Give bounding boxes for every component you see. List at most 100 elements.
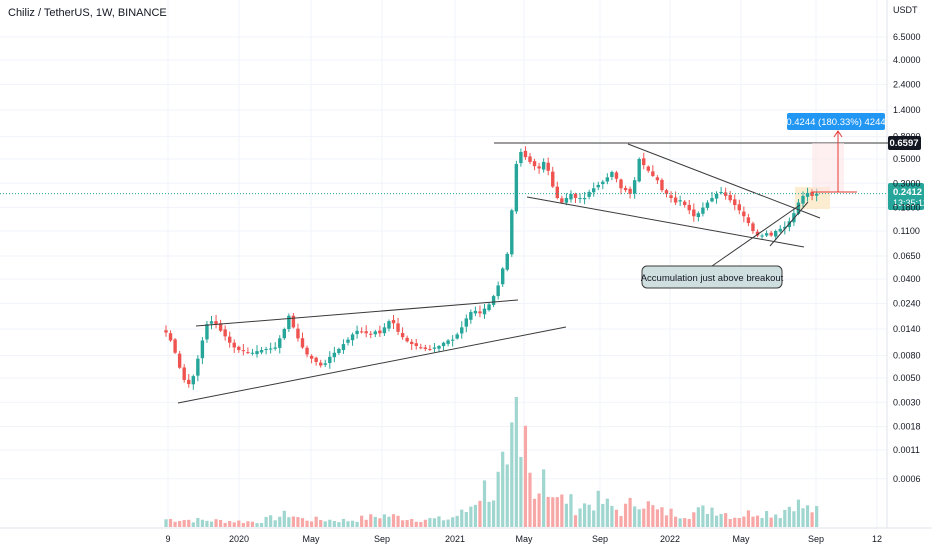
volume-bar [337,522,341,527]
candle-body [592,188,596,193]
volume-bar [542,469,546,527]
volume-bar [765,510,769,527]
ascending-resistance-line [195,299,519,327]
volume-bar [728,519,732,527]
candle-body [632,180,637,194]
volume-bar [724,513,728,527]
volume-bar [437,516,441,527]
volume-bar [496,471,500,527]
candle-body [814,193,819,196]
volume-bar [428,518,432,527]
volume-bar [614,509,619,527]
volume-bar [619,516,623,527]
candle-body [432,347,437,349]
volume-bar [592,510,596,527]
volume-bar [719,513,723,527]
volume-bar [310,521,314,527]
volume-bar [537,493,541,527]
price-tick-label: 0.0650 [893,251,921,261]
candle-body [196,358,200,376]
candle-body [737,204,741,211]
candle-body [341,344,346,351]
candle-body [460,327,464,334]
candle-body [287,315,291,330]
candle-body [582,198,587,200]
volume-bar [214,519,218,527]
volume-bar [633,506,637,527]
volume-bar [519,456,523,527]
volume-bar [319,520,323,527]
volume-bar [391,514,396,527]
candle-body [760,235,764,237]
candle-body [214,321,218,325]
volume-bar [209,521,214,527]
candle-body [623,187,628,191]
candle-body [487,304,491,311]
volume-bar [237,520,241,527]
volume-bar [705,513,710,527]
candle-body [578,198,582,200]
volume-bar [523,425,528,527]
candle-body [437,345,441,349]
price-tick-label: 4.0000 [893,55,921,65]
volume-bar [164,519,168,527]
candle-body [573,193,578,199]
candle-body [405,337,409,342]
volume-bar [419,522,423,527]
volume-bar [774,514,778,527]
volume-bar [696,507,700,527]
price-axis[interactable]: 6.5000 4.0000 2.4000 1.4000 0.8000 0.5000 0.30… [893,32,921,484]
breakout-line [769,201,809,247]
time-axis[interactable]: 9 2020 May Sep 2021 May Sep 2022 May Sep 12 [165,534,882,544]
volume-bar [259,522,264,527]
volume-bar [492,500,496,527]
volume-bar [332,521,336,527]
candle-body [532,161,537,167]
volume-bar [187,519,191,527]
volume-bar [410,518,414,527]
candle-body [350,334,355,341]
candle-body [751,223,755,231]
price-tick-label: 0.0011 [893,445,920,455]
candle-body [228,336,232,343]
volume-bar [355,521,359,527]
candle-body [810,191,814,196]
candle-body [728,195,732,201]
volume-bar [414,521,418,527]
candle-body [309,355,314,359]
volume-bar [223,522,227,527]
candle-body [259,350,264,353]
time-tick-label: 2022 [660,534,680,544]
candle-body [660,179,664,191]
current-price-tag-bg [888,183,924,210]
volume-bar [382,514,386,527]
volume-bar [346,521,350,527]
candle-body [637,159,641,182]
volume-bar [792,511,796,527]
volume-bar [350,520,355,527]
candle-body [423,347,428,349]
price-tick-label: 0.3000 [893,178,921,188]
candle-body [523,150,528,158]
candle-body [805,192,810,197]
candle-body [669,195,673,199]
candle-body [769,232,773,236]
volume-bar [628,497,632,527]
volume-bar [532,498,537,527]
volume-bar [510,422,514,527]
volume-bar [701,505,705,527]
measure-label: 0.4244 (180.33%) 4244 [786,117,885,128]
candle-body [510,210,514,255]
candle-body [628,188,632,194]
candle-body [555,186,559,199]
volume-bar [669,508,673,527]
candle-body [464,318,468,327]
target-price-tag: 0.6597 [889,138,918,149]
volume-bar [250,521,255,527]
volume-bar [168,518,173,527]
price-tick-label: 0.0400 [893,274,921,284]
volume-bar [278,516,282,527]
volume-bar [423,519,427,527]
candle-body [478,311,482,314]
